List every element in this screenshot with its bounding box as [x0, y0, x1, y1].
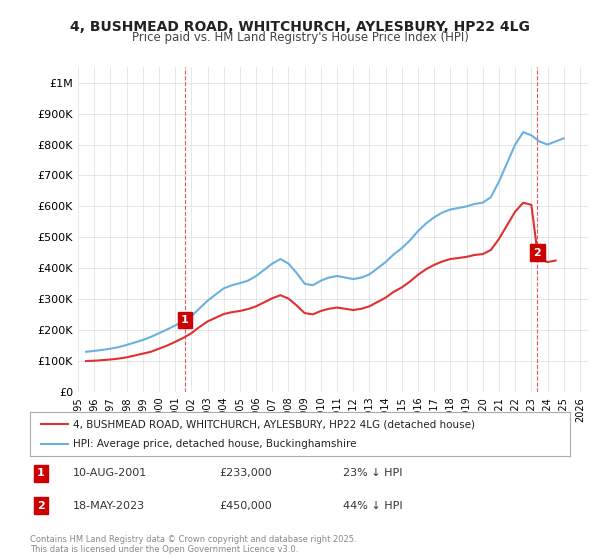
- Text: 10-AUG-2001: 10-AUG-2001: [73, 468, 148, 478]
- Text: 18-MAY-2023: 18-MAY-2023: [73, 501, 145, 511]
- Text: 4, BUSHMEAD ROAD, WHITCHURCH, AYLESBURY, HP22 4LG: 4, BUSHMEAD ROAD, WHITCHURCH, AYLESBURY,…: [70, 20, 530, 34]
- Text: 23% ↓ HPI: 23% ↓ HPI: [343, 468, 403, 478]
- Text: Price paid vs. HM Land Registry's House Price Index (HPI): Price paid vs. HM Land Registry's House …: [131, 31, 469, 44]
- Text: £233,000: £233,000: [219, 468, 272, 478]
- Text: 2: 2: [533, 248, 541, 258]
- Text: 1: 1: [181, 315, 189, 325]
- Text: 44% ↓ HPI: 44% ↓ HPI: [343, 501, 403, 511]
- Text: 1: 1: [37, 468, 44, 478]
- Text: 2: 2: [37, 501, 44, 511]
- Text: HPI: Average price, detached house, Buckinghamshire: HPI: Average price, detached house, Buck…: [73, 439, 356, 449]
- Text: £450,000: £450,000: [219, 501, 272, 511]
- Text: Contains HM Land Registry data © Crown copyright and database right 2025.
This d: Contains HM Land Registry data © Crown c…: [30, 535, 356, 554]
- Text: 4, BUSHMEAD ROAD, WHITCHURCH, AYLESBURY, HP22 4LG (detached house): 4, BUSHMEAD ROAD, WHITCHURCH, AYLESBURY,…: [73, 419, 475, 429]
